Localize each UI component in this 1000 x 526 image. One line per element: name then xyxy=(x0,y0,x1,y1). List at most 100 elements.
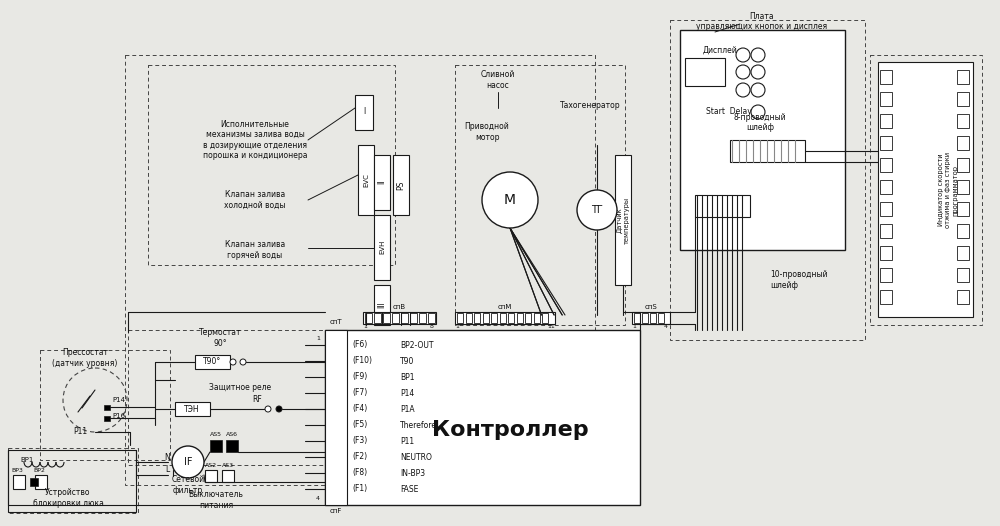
Text: BP1: BP1 xyxy=(400,372,415,381)
Bar xyxy=(516,313,522,323)
Bar xyxy=(957,114,969,128)
Text: NEUTRO: NEUTRO xyxy=(400,452,432,461)
Bar xyxy=(670,20,865,340)
Bar xyxy=(500,313,506,323)
Bar xyxy=(680,30,845,250)
Text: Сливной
насос: Сливной насос xyxy=(481,70,515,90)
Bar xyxy=(880,180,892,194)
Bar xyxy=(534,313,540,323)
Text: (F7): (F7) xyxy=(352,389,367,398)
Bar xyxy=(474,313,480,323)
Text: Therefore: Therefore xyxy=(400,420,437,430)
Bar xyxy=(383,313,390,323)
Bar xyxy=(508,313,514,323)
Text: спF: спF xyxy=(330,508,342,514)
Text: EVC: EVC xyxy=(363,173,369,187)
Bar xyxy=(466,313,472,323)
Text: N: N xyxy=(164,452,170,461)
Bar xyxy=(455,65,625,325)
Bar xyxy=(632,312,670,324)
Text: AS2: AS2 xyxy=(205,463,217,468)
Text: 8-проводный
шлейф: 8-проводный шлейф xyxy=(734,113,786,132)
Text: (F2): (F2) xyxy=(352,452,367,461)
Text: Тахогенератор: Тахогенератор xyxy=(560,100,620,109)
Bar xyxy=(13,475,25,489)
Circle shape xyxy=(736,48,750,62)
Bar xyxy=(455,312,555,324)
Bar xyxy=(365,313,372,323)
Text: (F4): (F4) xyxy=(352,404,367,413)
Bar xyxy=(195,355,230,369)
Text: T90: T90 xyxy=(400,357,414,366)
Bar xyxy=(374,155,390,210)
Bar xyxy=(685,58,725,86)
Bar xyxy=(491,313,497,323)
Bar xyxy=(419,313,426,323)
Bar xyxy=(210,440,222,452)
Bar xyxy=(695,195,750,217)
Text: Прессостат
(датчик уровня): Прессостат (датчик уровня) xyxy=(52,348,118,368)
Circle shape xyxy=(751,48,765,62)
Bar xyxy=(957,224,969,238)
Text: P14: P14 xyxy=(112,397,125,403)
Bar xyxy=(615,155,631,285)
Text: T90°: T90° xyxy=(203,358,221,367)
Text: ТГ: ТГ xyxy=(591,205,603,215)
Text: Плата
управляющих кнопок и дисплея: Плата управляющих кнопок и дисплея xyxy=(696,12,828,32)
Circle shape xyxy=(736,83,750,97)
Text: Выключатель
питания: Выключатель питания xyxy=(189,490,243,510)
Text: P11: P11 xyxy=(400,437,414,446)
Text: спS: спS xyxy=(645,304,657,310)
Text: Контроллер: Контроллер xyxy=(432,420,588,440)
Bar xyxy=(8,448,138,513)
Bar xyxy=(870,55,982,325)
Text: BP3: BP3 xyxy=(11,468,23,473)
Text: (F6): (F6) xyxy=(352,340,367,349)
Bar xyxy=(128,330,328,465)
Text: Устройство
блокировки люка: Устройство блокировки люка xyxy=(33,488,103,508)
Bar xyxy=(428,313,435,323)
Text: P1A: P1A xyxy=(400,404,415,413)
Bar xyxy=(880,202,892,216)
Bar xyxy=(482,313,488,323)
Bar xyxy=(880,70,892,84)
Text: Start  Delay: Start Delay xyxy=(706,107,752,116)
Text: (F1): (F1) xyxy=(352,484,367,493)
Bar xyxy=(30,478,38,486)
Circle shape xyxy=(172,446,204,478)
Bar xyxy=(957,136,969,150)
Bar xyxy=(410,313,417,323)
Bar xyxy=(957,246,969,260)
Text: 11: 11 xyxy=(547,323,555,329)
Bar xyxy=(525,313,531,323)
Text: (F9): (F9) xyxy=(352,372,367,381)
Text: М: М xyxy=(504,193,516,207)
Bar xyxy=(175,402,210,416)
Bar xyxy=(957,92,969,106)
Text: Термостат
90°: Термостат 90° xyxy=(199,328,241,348)
Bar xyxy=(355,95,373,130)
Text: III: III xyxy=(378,301,386,308)
Bar xyxy=(957,290,969,304)
Circle shape xyxy=(240,359,246,365)
Bar xyxy=(457,313,463,323)
Circle shape xyxy=(265,406,271,412)
Bar xyxy=(205,470,217,482)
Circle shape xyxy=(482,172,538,228)
Bar xyxy=(880,136,892,150)
Text: (F5): (F5) xyxy=(352,420,367,430)
Text: AS3: AS3 xyxy=(222,463,234,468)
Bar xyxy=(957,268,969,282)
Bar xyxy=(392,313,399,323)
Text: Исполнительные
механизмы залива воды
в дозирующие отделения
порошка и кондиционе: Исполнительные механизмы залива воды в д… xyxy=(203,120,307,160)
Bar xyxy=(222,470,234,482)
Text: (F8): (F8) xyxy=(352,469,367,478)
Text: спТ: спТ xyxy=(330,319,342,325)
Text: PS: PS xyxy=(396,180,406,190)
Bar xyxy=(374,285,390,325)
Text: Сетевой
фильтр: Сетевой фильтр xyxy=(171,476,205,494)
Text: Датчик
температуры: Датчик температуры xyxy=(616,196,630,244)
Text: спМ: спМ xyxy=(498,304,512,310)
Bar xyxy=(148,65,395,265)
Bar xyxy=(104,416,110,421)
